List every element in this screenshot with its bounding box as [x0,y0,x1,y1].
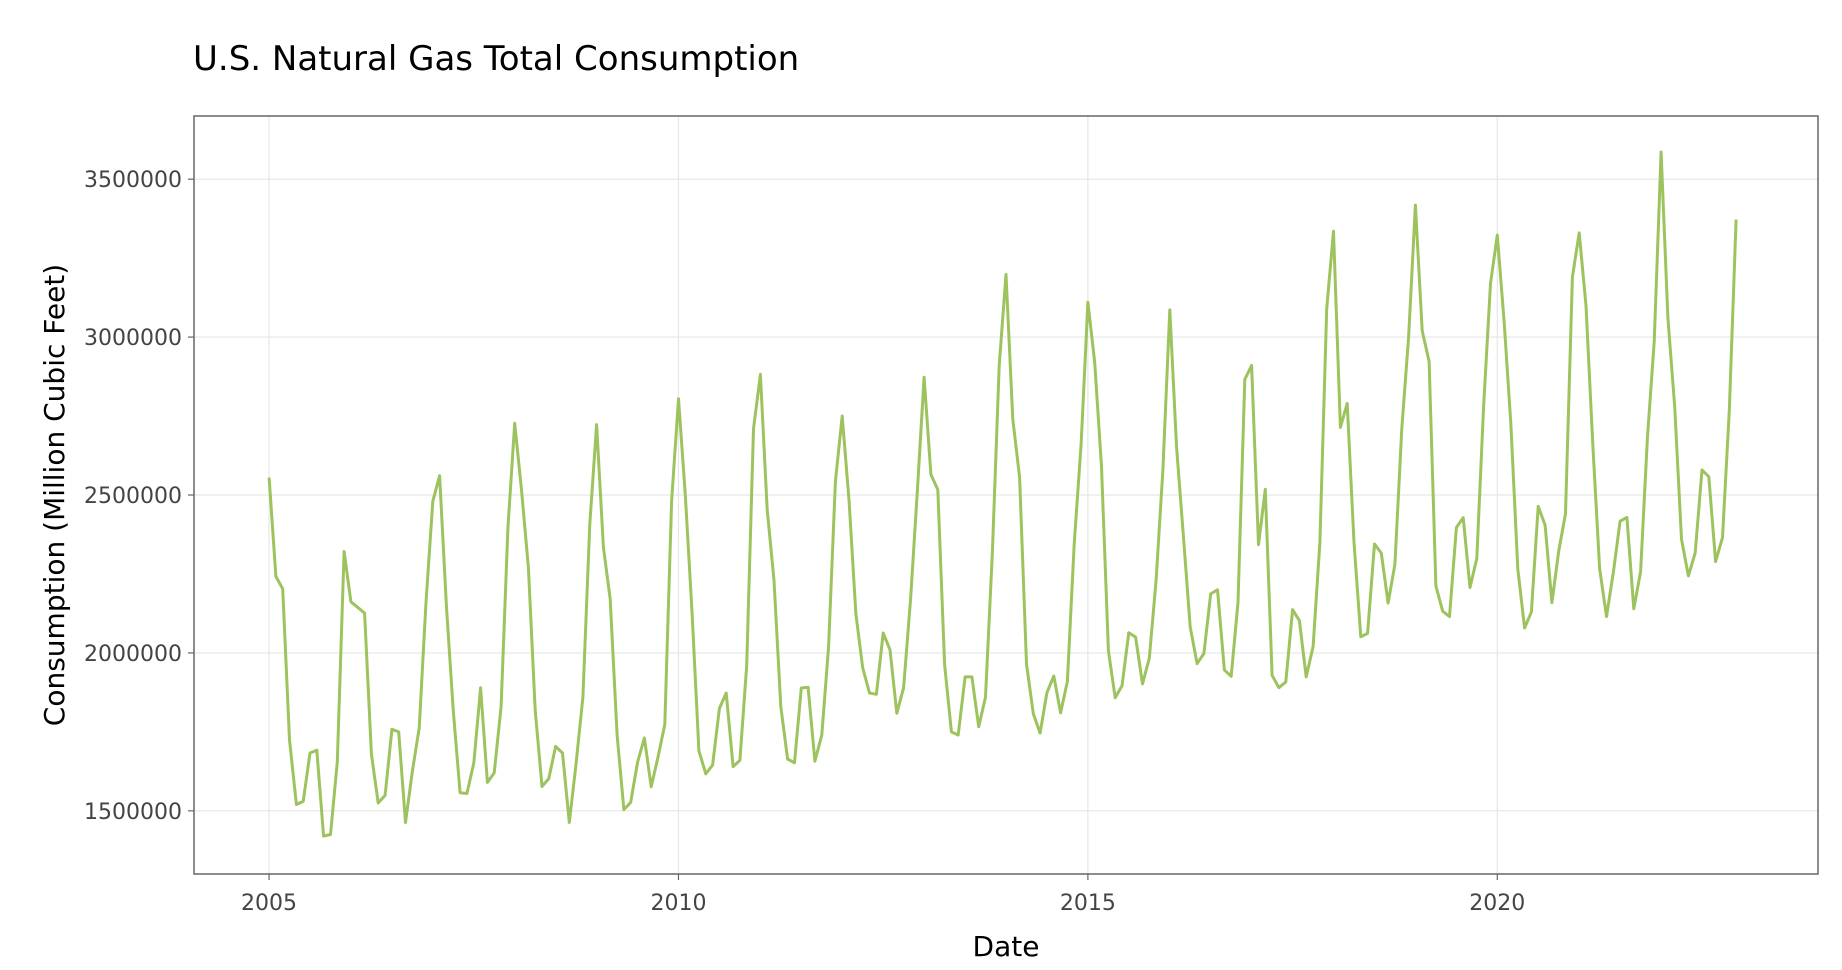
x-tick-label: 2015 [1060,891,1116,916]
y-tick-label: 2500000 [84,484,182,509]
x-tick-label: 2005 [241,891,297,916]
y-axis-title: Consumption (Million Cubic Feet) [38,264,71,726]
x-tick-label: 2010 [650,891,706,916]
x-axis-ticks: 2005 2010 2015 2020 [241,874,1525,916]
gridlines [194,116,1818,874]
x-axis-title: Date [973,930,1040,963]
y-axis-ticks: 1500000 2000000 2500000 3000000 3500000 [84,168,194,825]
y-tick-label: 2000000 [84,642,182,667]
x-tick-label: 2020 [1469,891,1525,916]
consumption-line [267,150,1738,838]
chart-title: U.S. Natural Gas Total Consumption [193,39,799,79]
y-tick-label: 3500000 [84,168,182,193]
y-tick-label: 1500000 [84,800,182,825]
y-tick-label: 3000000 [84,326,182,351]
